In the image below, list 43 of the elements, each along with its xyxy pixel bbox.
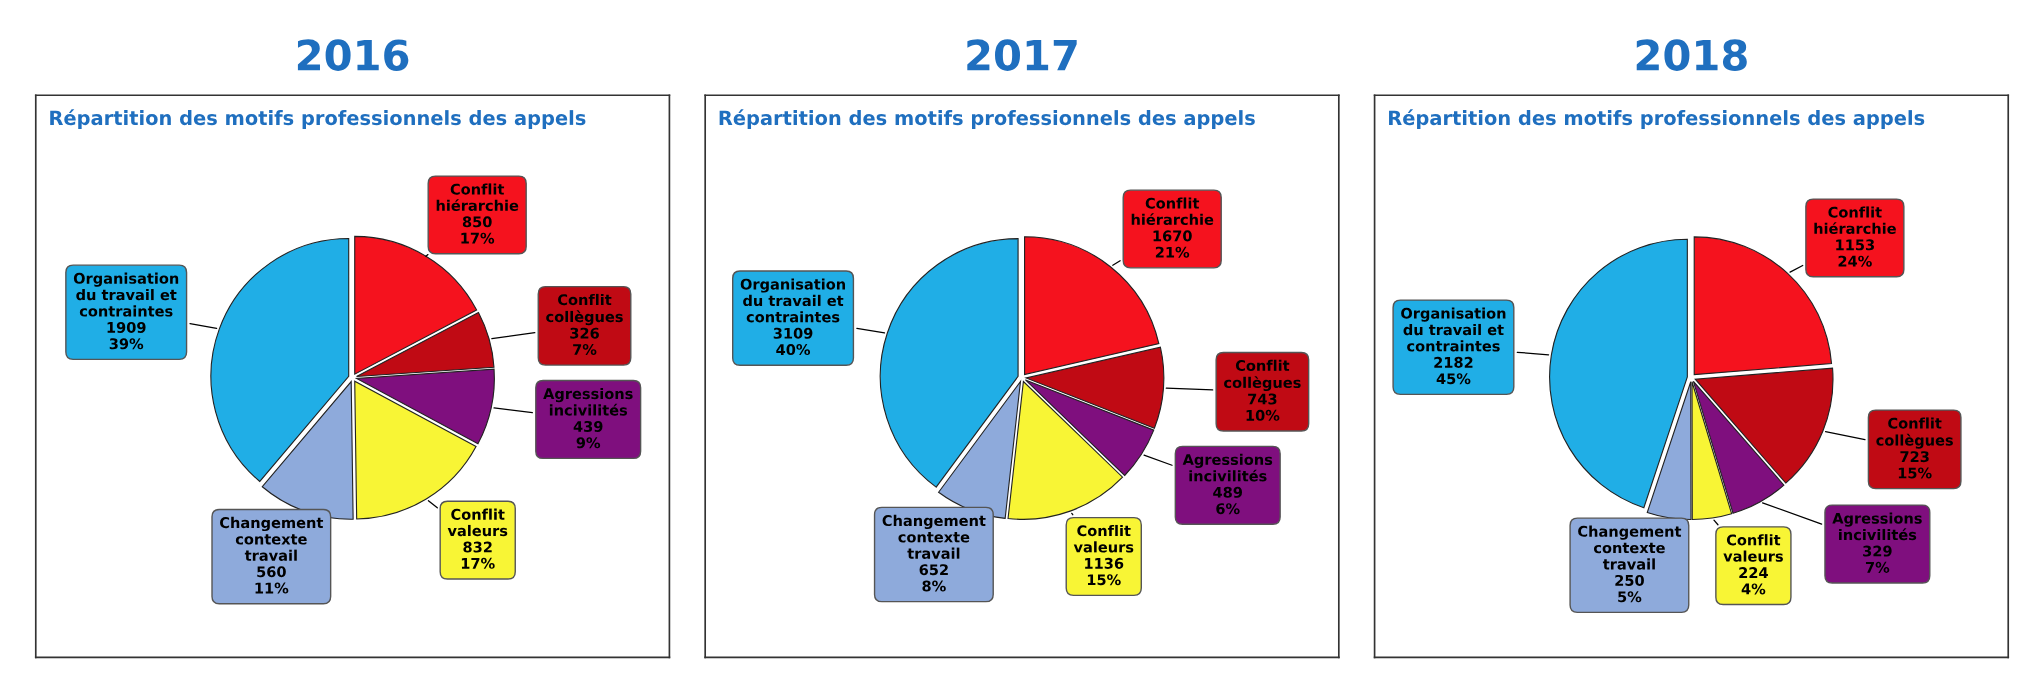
data-label: 1153 24% <box>1836 239 1875 267</box>
slice-label: Agressions incivilités <box>543 387 633 416</box>
data-label: 652 8% <box>919 564 948 592</box>
slice-label: Conflit collègues <box>1224 359 1301 391</box>
data-label: 1136 15% <box>1085 557 1124 586</box>
data-label: 3109 40% <box>773 327 813 356</box>
data-label: 439 9% <box>573 420 603 449</box>
slice-label: Conflit hiérarchie <box>436 183 519 211</box>
chart-title: 2016 <box>297 39 409 71</box>
slice-label: Conflit hiérarchie <box>1814 206 1896 235</box>
data-label: 326 7% <box>570 327 599 355</box>
data-label: 489 6% <box>1213 486 1243 515</box>
data-label: 329 7% <box>1863 545 1892 573</box>
data-label: 743 10% <box>1246 393 1280 421</box>
chart-title: 2017 <box>967 39 1077 71</box>
slice-label: Conflit collègues <box>1876 417 1953 449</box>
data-label: 250 5% <box>1615 574 1644 603</box>
chart-subtitle: Répartition des motifs professionnels des appels <box>50 109 586 129</box>
chart-subtitle: Répartition des motifs professionnels des appels <box>1389 109 1925 129</box>
slice-label: Organisation du travail et contraintes <box>740 278 845 323</box>
slice-label: Conflit valeurs <box>1723 534 1783 562</box>
data-label: 224 4% <box>1739 567 1768 595</box>
slice-label: Conflit hiérarchie <box>1131 197 1214 226</box>
slice-label: Changement contexte travail <box>1578 525 1682 570</box>
slice-label: Conflit valeurs <box>447 508 508 537</box>
slice-label: Changement contexte travail <box>220 516 324 561</box>
slice-label: Changement contexte travail <box>882 514 986 559</box>
data-label: 1670 21% <box>1153 230 1192 258</box>
pie-slice <box>1693 236 1833 376</box>
data-label: 1909 39% <box>107 321 146 350</box>
chart-title: 2018 <box>1636 39 1747 71</box>
data-label: 850 17% <box>461 216 495 244</box>
slice-label: Conflit valeurs <box>1073 524 1134 553</box>
data-label: 723 15% <box>1898 451 1932 479</box>
slice-label: Conflit collègues <box>546 293 623 326</box>
slice-label: Organisation du travail et contraintes <box>73 272 179 317</box>
slice-label: Agressions incivilités <box>1182 453 1273 482</box>
data-label: 560 11% <box>255 566 289 594</box>
slice-label: Agressions incivilités <box>1832 512 1922 541</box>
data-label: 832 17% <box>461 541 495 569</box>
data-label: 2182 45% <box>1434 356 1473 385</box>
slice-label: Organisation du travail et contraintes <box>1401 307 1506 352</box>
chart-subtitle: Répartition des motifs professionnels des appels <box>719 109 1255 129</box>
